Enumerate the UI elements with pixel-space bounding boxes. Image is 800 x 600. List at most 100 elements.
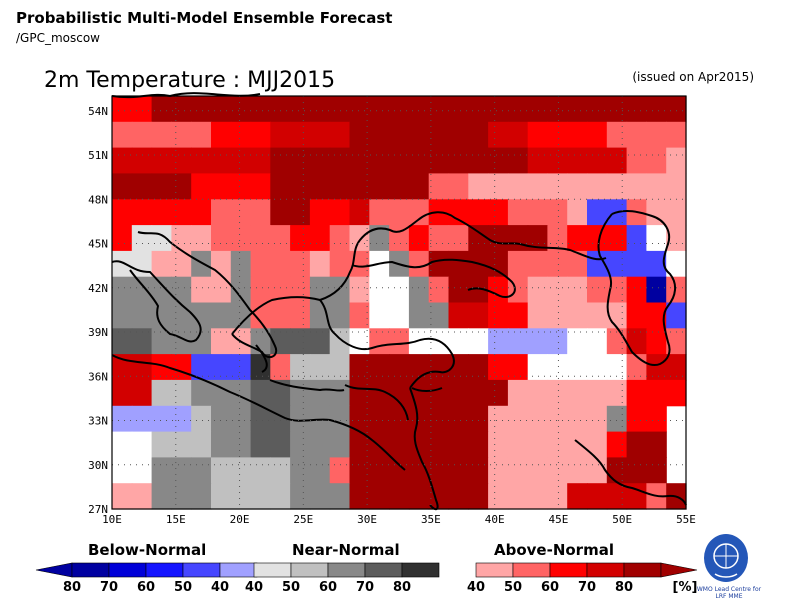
grid-cell [527, 431, 549, 458]
page-subtitle: /GPC_moscow [16, 31, 100, 45]
grid-cell [112, 276, 133, 304]
grid-cell [270, 173, 291, 200]
grid-cell [112, 328, 133, 355]
grid-cell [389, 302, 410, 329]
grid-cell [349, 354, 370, 381]
grid-cell [191, 379, 212, 407]
grid-cell [646, 173, 667, 200]
grid-cell [547, 96, 568, 123]
grid-cell [329, 121, 351, 149]
grid-cell [171, 457, 192, 484]
grid-cell [250, 225, 271, 252]
legend-tick: 50 [281, 580, 301, 595]
grid-cell [112, 199, 133, 226]
grid-cell [468, 302, 489, 329]
grid-cell [468, 354, 489, 381]
below-swatch [108, 562, 147, 578]
grid-cell [250, 457, 271, 484]
grid-cell [191, 431, 212, 458]
grid-cell [270, 276, 291, 304]
grid-cell [250, 121, 271, 149]
grid-cell [211, 121, 232, 149]
grid-cell [468, 173, 489, 200]
grid-cell [131, 276, 153, 304]
coastlines [111, 92, 687, 511]
grid-cell [448, 250, 469, 278]
grid-cell [646, 225, 667, 252]
grid-cell [587, 173, 608, 200]
lon-tick-label: 35E [421, 513, 441, 526]
grid-cell [389, 405, 410, 433]
grid-cell [171, 121, 192, 149]
grid-cell [349, 405, 370, 433]
grid-cell [112, 173, 133, 200]
grid-cell [646, 121, 667, 149]
grid-cell [151, 328, 172, 355]
grid-cell [112, 354, 133, 381]
grid-cell [408, 405, 430, 433]
grid-cell [230, 96, 252, 123]
grid-cell [408, 173, 430, 200]
grid-cell [646, 199, 667, 226]
grid-cell [606, 121, 628, 149]
lon-tick-label: 25E [293, 513, 313, 526]
grid-cell [230, 405, 252, 433]
grid-cell [151, 225, 172, 252]
grid-cell [408, 121, 430, 149]
grid-cell [151, 276, 172, 304]
grid-cell [507, 225, 529, 252]
grid-cell [488, 483, 509, 510]
grid-cell [230, 302, 252, 329]
grid-cell [488, 354, 509, 381]
grid-cell [191, 147, 212, 174]
grid-cell [270, 302, 291, 329]
grid-cell [626, 173, 647, 200]
legend-tick: 80 [392, 580, 412, 595]
grid-cell [547, 431, 568, 458]
grid-cell [567, 379, 588, 407]
grid-cell [646, 431, 667, 458]
grid-cell [211, 431, 232, 458]
lat-tick-label: 39N [88, 326, 108, 339]
grid-cell [666, 173, 687, 200]
grid-cell [527, 354, 549, 381]
legend-tick: 70 [577, 580, 597, 595]
grid-cell [389, 199, 410, 226]
grid-cell [211, 199, 232, 226]
lat-tick-label: 48N [88, 193, 108, 206]
grid-cell [191, 199, 212, 226]
grid-cell [507, 121, 529, 149]
legend-unit: [%] [672, 580, 698, 595]
lon-tick-label: 10E [102, 513, 122, 526]
grid-cell [547, 328, 568, 355]
grid-cell [448, 96, 469, 123]
grid-cell [131, 328, 153, 355]
grid-cell [389, 457, 410, 484]
grid-cell [191, 250, 212, 278]
grid-cell [626, 225, 647, 252]
near-normal-label: Near-Normal [292, 541, 400, 559]
grid-cell [468, 431, 489, 458]
near-swatch [253, 562, 292, 578]
grid-cell [369, 276, 390, 304]
grid-cell [408, 250, 430, 278]
grid-cell [408, 276, 430, 304]
grid-cell [488, 379, 509, 407]
grid-cell [211, 328, 232, 355]
grid-cell [211, 354, 232, 381]
grid-cell [151, 96, 172, 123]
grid-cell [131, 250, 153, 278]
above-swatch [623, 562, 662, 578]
grid-cell [428, 302, 450, 329]
legend-tick: 60 [136, 580, 156, 595]
wmo-logo-icon [704, 534, 748, 582]
grid-cell [369, 457, 390, 484]
grid-cell [527, 302, 549, 329]
grid-cell [448, 483, 469, 510]
grid-cell [507, 250, 529, 278]
grid-cell [270, 483, 291, 510]
below-swatch [182, 562, 221, 578]
grid-cell [606, 379, 628, 407]
lat-tick-label: 27N [88, 503, 108, 516]
legend-tick: 60 [540, 580, 560, 595]
